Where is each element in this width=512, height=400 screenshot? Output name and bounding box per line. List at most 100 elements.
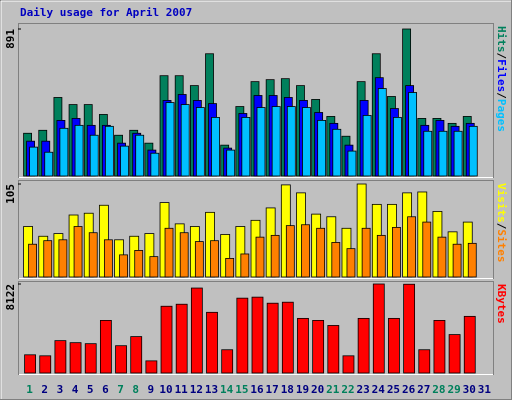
- bar: [302, 107, 311, 177]
- bar: [453, 130, 463, 177]
- x-tick-label: 11: [175, 383, 189, 396]
- bar: [73, 226, 83, 278]
- bar: [388, 317, 400, 374]
- bar: [418, 349, 431, 374]
- x-tick-label: 27: [417, 383, 430, 396]
- y-tick-label: 8122: [4, 284, 17, 311]
- bar: [164, 227, 174, 278]
- bar: [99, 320, 112, 374]
- x-tick-label: 4: [72, 383, 79, 396]
- x-tick-label: 23: [357, 383, 370, 396]
- bar: [89, 134, 99, 177]
- bar: [149, 256, 159, 278]
- legend-separator: /: [495, 223, 508, 230]
- bar: [392, 226, 401, 278]
- x-tick-label: 29: [447, 383, 460, 396]
- bar: [407, 216, 417, 278]
- bar: [160, 305, 173, 374]
- bar: [59, 127, 69, 177]
- legend-separator: /: [495, 92, 508, 99]
- x-tick-label: 8: [132, 383, 139, 396]
- bar: [84, 343, 97, 374]
- bar: [24, 354, 36, 374]
- x-tick-label: 19: [296, 383, 309, 396]
- x-tick-label: 9: [148, 383, 155, 396]
- bar: [58, 239, 68, 278]
- bar: [372, 283, 385, 374]
- x-tick-label: 1: [26, 383, 33, 396]
- bar: [103, 239, 113, 278]
- legend-separator: /: [495, 53, 508, 60]
- bar: [423, 130, 433, 177]
- bar: [331, 242, 341, 278]
- x-tick-label: 2: [41, 383, 48, 396]
- bar: [408, 92, 418, 177]
- bar: [361, 227, 371, 278]
- x-tick-label: 28: [432, 383, 445, 396]
- bar: [144, 233, 155, 278]
- x-tick-label: 6: [102, 383, 109, 396]
- legend-entry: Hits: [495, 26, 508, 53]
- bar: [104, 125, 114, 177]
- bar: [332, 128, 342, 177]
- bar: [226, 149, 236, 177]
- x-tick-label: 22: [341, 383, 354, 396]
- legend: KBytes: [495, 284, 508, 324]
- bar: [211, 117, 220, 177]
- bar: [39, 355, 52, 374]
- x-tick-label: 30: [463, 383, 476, 396]
- x-tick-label: 21: [326, 383, 340, 396]
- bar: [376, 234, 386, 278]
- bar: [297, 317, 309, 374]
- bar: [393, 117, 402, 177]
- x-tick-label: 3: [57, 383, 64, 396]
- bar: [357, 317, 370, 374]
- bar: [54, 340, 67, 374]
- x-tick-label: 15: [235, 383, 248, 396]
- bar: [240, 253, 250, 278]
- x-tick-label: 20: [311, 383, 324, 396]
- bar: [438, 130, 448, 177]
- bar: [285, 225, 295, 278]
- bar: [179, 232, 189, 278]
- bar: [317, 120, 327, 177]
- x-tick-label: 12: [190, 383, 203, 396]
- bar: [270, 234, 280, 278]
- bar: [28, 243, 37, 278]
- legend-entry: Pages: [495, 99, 508, 132]
- bar: [29, 146, 38, 177]
- bar: [165, 102, 175, 177]
- bar: [448, 334, 461, 374]
- bar: [251, 296, 264, 374]
- x-tick-label: 31: [478, 383, 492, 396]
- x-tick-label: 7: [117, 383, 124, 396]
- bar: [266, 302, 279, 374]
- bar: [43, 240, 53, 278]
- legend: Visits/Sites: [495, 183, 508, 263]
- bar: [220, 234, 231, 278]
- x-tick-label: 18: [281, 383, 294, 396]
- bar: [175, 303, 188, 374]
- x-tick-label: 10: [159, 383, 172, 396]
- bar: [241, 117, 251, 177]
- legend: Hits/Files/Pages: [495, 26, 508, 132]
- bar: [422, 221, 432, 278]
- bar: [271, 106, 281, 177]
- bar: [362, 115, 372, 177]
- bar: [433, 320, 446, 374]
- bar: [377, 88, 387, 177]
- bar: [255, 236, 265, 278]
- x-tick-label: 16: [250, 383, 264, 396]
- y-tick-label: 105: [4, 184, 17, 204]
- bar: [235, 226, 246, 278]
- x-tick-label: 5: [87, 383, 94, 396]
- bar: [403, 283, 416, 374]
- bar: [468, 125, 478, 177]
- legend-entry: Visits: [495, 183, 508, 223]
- bar: [190, 287, 203, 374]
- bar: [115, 345, 127, 374]
- bar: [120, 145, 129, 177]
- bar: [44, 151, 54, 177]
- x-tick-label: 13: [205, 383, 218, 396]
